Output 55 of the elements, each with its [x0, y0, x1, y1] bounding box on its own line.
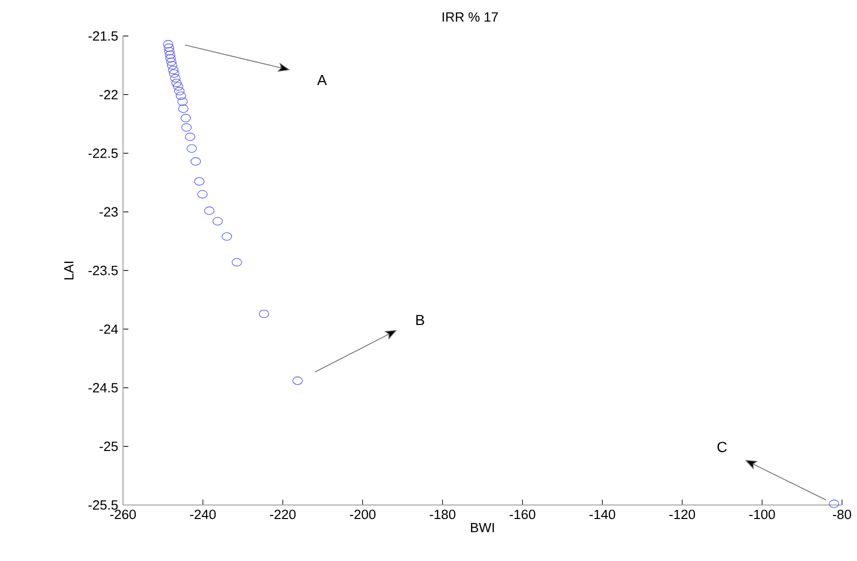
annotation: B [416, 314, 424, 326]
point [171, 78, 182, 88]
point [165, 50, 176, 59]
point [170, 74, 180, 82]
point [164, 47, 174, 56]
x-tick-label: -220 [270, 510, 296, 520]
y-tick-label: -23 [100, 207, 118, 217]
x-tick-label: -160 [510, 510, 536, 520]
point [177, 97, 188, 106]
y-tick-label: -22.5 [88, 148, 118, 158]
point [828, 500, 840, 508]
annotation: A [317, 74, 327, 86]
point [172, 82, 184, 91]
point [166, 58, 176, 66]
x-tick-label: -140 [590, 510, 616, 520]
point [258, 310, 270, 318]
point [190, 157, 201, 166]
chart-title: IRR % 17 [442, 12, 498, 22]
y-axis-title: LAI [64, 262, 74, 280]
x-tick-label: -180 [430, 510, 456, 520]
point [167, 61, 178, 70]
y-tick-label: -25.5 [88, 500, 118, 510]
point [168, 69, 180, 78]
point [194, 177, 204, 186]
point [165, 54, 176, 62]
y-tick-label: -23.5 [88, 266, 118, 276]
y-tick-label: -22 [100, 90, 118, 100]
x-tick-label: -200 [350, 510, 376, 520]
point [168, 66, 178, 74]
point [212, 217, 223, 226]
point [176, 92, 186, 100]
point [174, 86, 184, 96]
point [163, 40, 174, 48]
x-tick-label: -100 [749, 510, 775, 520]
y-tick-label: -25 [100, 442, 118, 452]
point [222, 232, 232, 241]
x-axis-title: BWI [471, 522, 494, 532]
point [181, 123, 192, 132]
x-tick-label: -80 [832, 510, 852, 520]
y-tick-label: -24.5 [88, 383, 118, 392]
y-tick-label: -21.5 [88, 31, 118, 41]
point [197, 190, 208, 198]
x-tick-label: -260 [110, 510, 136, 520]
y-tick-label: -24 [100, 324, 118, 334]
point [292, 376, 303, 385]
point [180, 114, 191, 122]
point [204, 206, 214, 215]
point [232, 258, 242, 266]
x-tick-label: -120 [669, 510, 696, 520]
point [178, 104, 188, 113]
point [184, 132, 196, 142]
x-tick-label: -240 [190, 510, 216, 520]
point [164, 44, 174, 52]
point [186, 144, 197, 153]
annotation: C [717, 442, 727, 452]
